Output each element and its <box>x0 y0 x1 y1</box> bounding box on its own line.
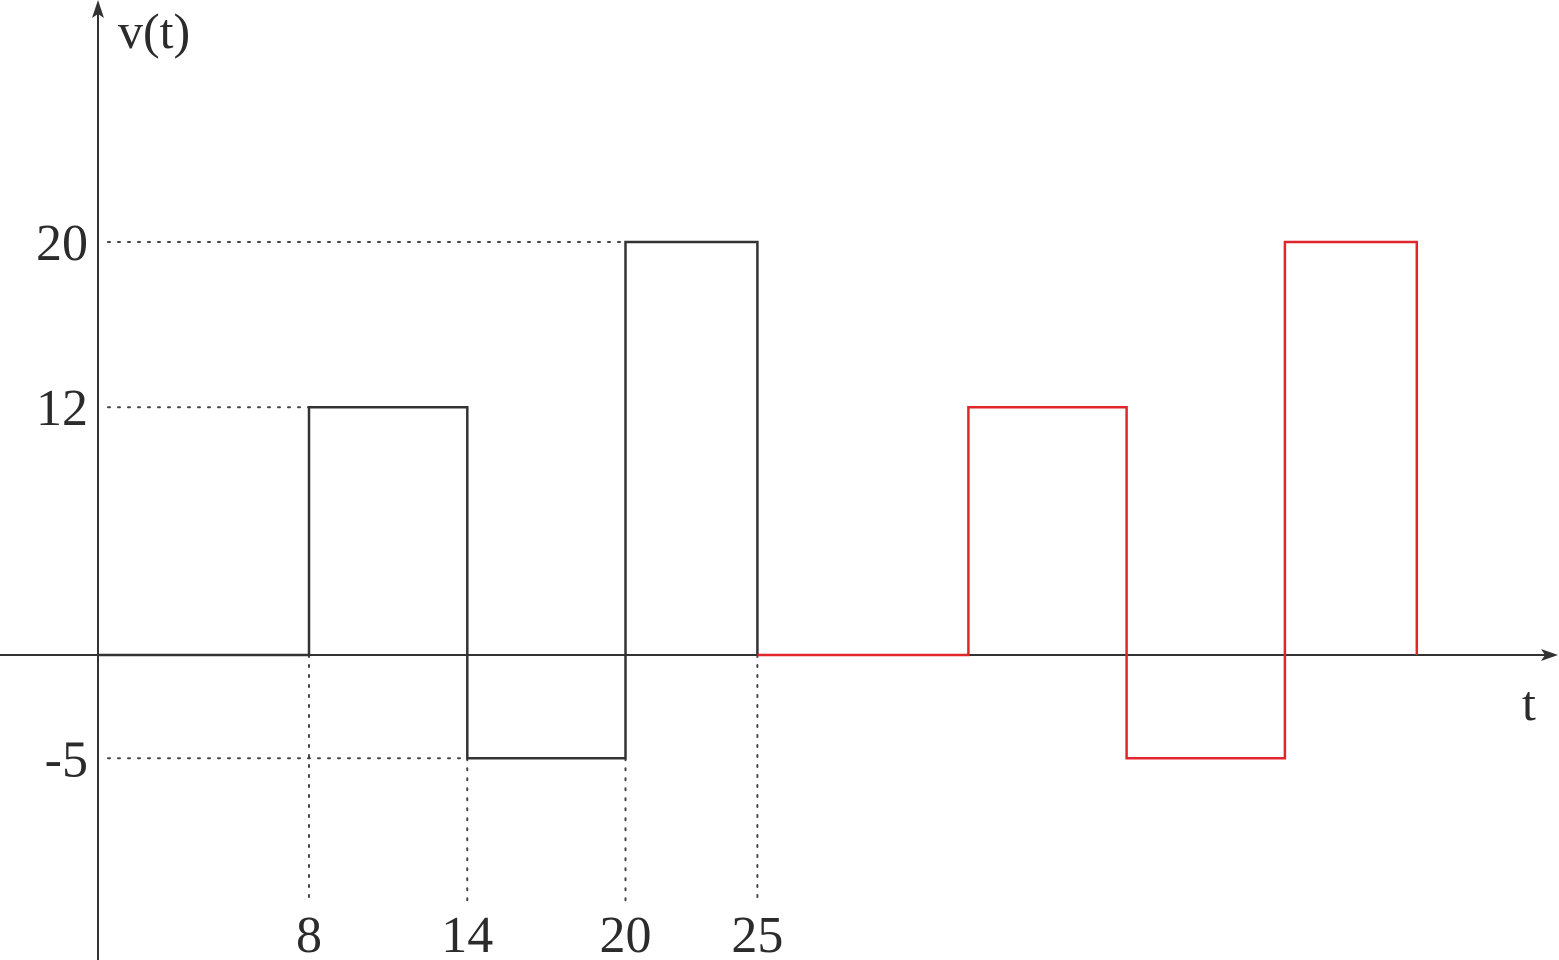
x-tick-label: 14 <box>441 907 493 960</box>
series-line-1 <box>98 240 759 760</box>
x-tick-label: 8 <box>296 907 322 960</box>
guide-lines <box>107 241 759 906</box>
y-axis-arrow <box>92 0 104 18</box>
x-axis-label: t <box>1522 675 1536 731</box>
y-tick-label: -5 <box>45 731 88 788</box>
series-line-2 <box>757 240 1419 760</box>
x-axis-arrow <box>1541 649 1558 661</box>
y-tick-label: 20 <box>36 215 88 272</box>
y-tick-label: 12 <box>36 380 88 437</box>
tick-labels: 8 14 20 25 20 12 -5 <box>36 215 783 960</box>
series-layer <box>98 240 1419 760</box>
x-tick-label: 20 <box>600 907 652 960</box>
x-tick-label: 25 <box>731 907 783 960</box>
y-axis-label: v(t) <box>118 3 190 59</box>
